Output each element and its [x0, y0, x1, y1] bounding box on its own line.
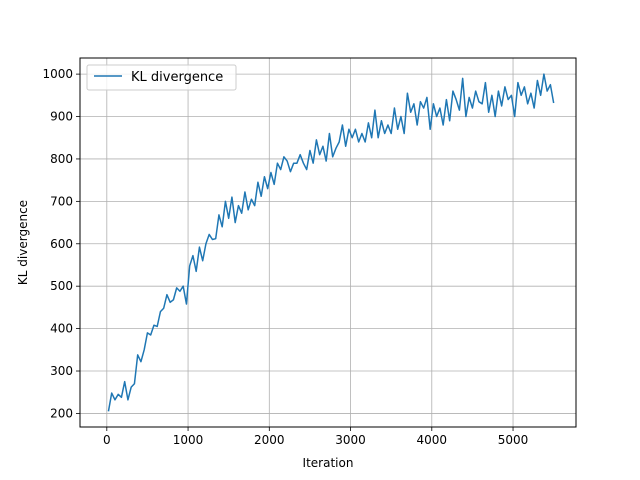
x-tick-label: 4000 — [417, 433, 448, 447]
legend-box — [86, 64, 237, 91]
y-tick-label: 400 — [50, 322, 73, 336]
series-line-kl-divergence — [107, 73, 555, 412]
x-tick-label: 2000 — [254, 433, 285, 447]
x-tick-label: 1000 — [173, 433, 204, 447]
axis-ticks: 0 1000 2000 3000 4000 5000 200 300 400 500 600 700 8… — [42, 67, 528, 447]
plot-frame — [79, 57, 577, 428]
y-tick-label: 1000 — [42, 67, 73, 81]
y-axis-label: KL divergence — [16, 200, 30, 285]
y-tick-label: 900 — [50, 110, 73, 124]
x-tick-label: 3000 — [335, 433, 366, 447]
legend: KL divergence — [86, 64, 237, 91]
y-tick-label: 800 — [50, 152, 73, 166]
y-tick-label: 300 — [50, 364, 73, 378]
y-tick-label: 600 — [50, 237, 73, 251]
x-tick-label: 5000 — [498, 433, 529, 447]
y-tick-label: 200 — [50, 406, 73, 420]
x-tick-label: 0 — [103, 433, 111, 447]
grid-lines — [80, 58, 576, 427]
legend-entry-kl-divergence: KL divergence — [131, 70, 223, 85]
y-tick-label: 500 — [50, 279, 73, 293]
x-axis-label: Iteration — [303, 456, 354, 470]
y-tick-label: 700 — [50, 194, 73, 208]
series-layer — [107, 73, 555, 412]
